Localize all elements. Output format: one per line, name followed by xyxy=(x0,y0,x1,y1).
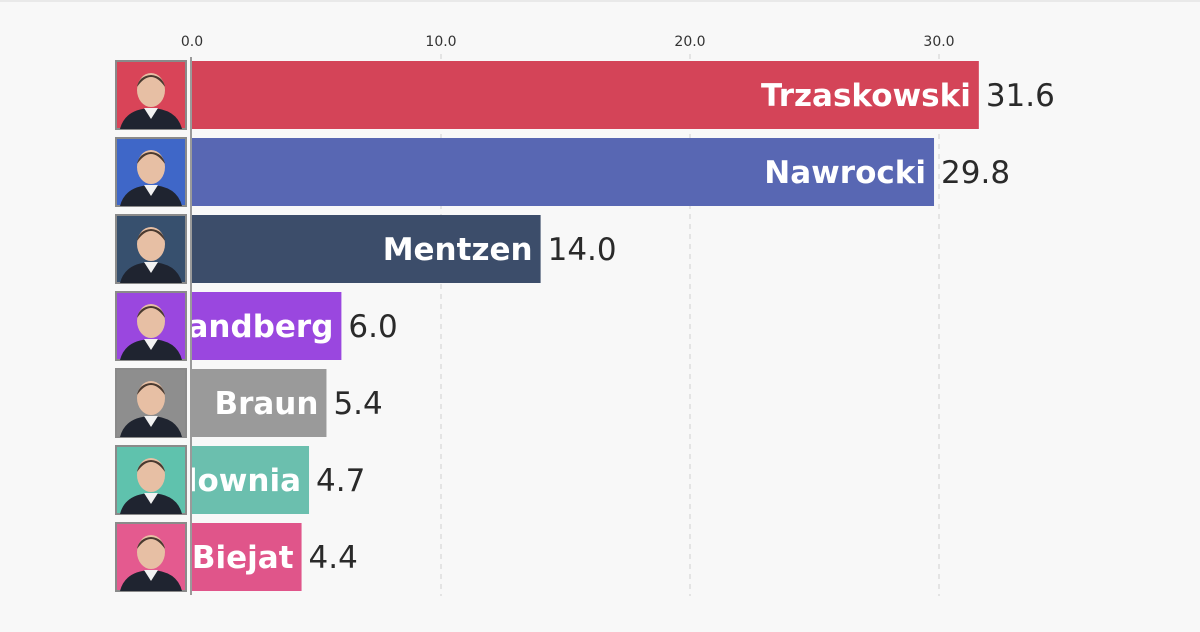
x-tick-label: 0.0 xyxy=(181,34,203,50)
bar xyxy=(192,215,541,283)
person-head-icon xyxy=(137,381,165,415)
candidate-avatar xyxy=(112,366,191,440)
candidate-avatar xyxy=(112,135,191,209)
bar-name-label: Biejat xyxy=(192,540,294,576)
gridlines xyxy=(440,54,940,596)
bar xyxy=(192,292,342,360)
person-hair-icon xyxy=(137,306,165,318)
person-hair-icon xyxy=(137,460,165,472)
person-head-icon xyxy=(137,304,165,338)
bars: Trzaskowski 31.6 Nawrocki 29.8 Mentzen 14.0 an… xyxy=(187,61,1055,591)
x-tick-label: 10.0 xyxy=(425,34,456,50)
x-tick-label: 20.0 xyxy=(674,34,705,50)
candidate-avatar xyxy=(112,212,191,286)
candidate-avatar xyxy=(112,520,191,594)
person-collar-icon xyxy=(144,570,158,581)
bar-value-label: 14.0 xyxy=(548,232,617,268)
bar-value-label: 4.4 xyxy=(309,540,358,576)
candidate-avatar xyxy=(112,58,191,132)
person-head-icon xyxy=(137,227,165,261)
bar-value-label: 5.4 xyxy=(333,386,382,422)
person-head-icon xyxy=(137,458,165,492)
bar xyxy=(192,138,935,206)
bar-value-label: 4.7 xyxy=(316,463,365,499)
bar-name-label: andberg xyxy=(188,309,334,345)
bar xyxy=(192,523,302,591)
person-hair-icon xyxy=(137,152,165,164)
person-head-icon xyxy=(137,535,165,569)
bar-value-label: 6.0 xyxy=(348,309,397,345)
avatars xyxy=(112,58,191,594)
person-head-icon xyxy=(137,73,165,107)
person-hair-icon xyxy=(137,537,165,549)
bar-name-label: Mentzen xyxy=(383,232,533,268)
x-tick-label: 30.0 xyxy=(923,34,954,50)
bar-name-label: Nawrocki xyxy=(764,155,926,191)
bar-name-label: lownia xyxy=(187,463,301,499)
bar-name-label: Trzaskowski xyxy=(761,78,971,114)
person-hair-icon xyxy=(137,75,165,87)
person-collar-icon xyxy=(144,108,158,119)
candidate-avatar xyxy=(112,289,191,363)
person-collar-icon xyxy=(144,416,158,427)
person-collar-icon xyxy=(144,339,158,350)
person-hair-icon xyxy=(137,229,165,241)
bar-value-label: 31.6 xyxy=(986,78,1055,114)
bar-value-label: 29.8 xyxy=(941,155,1010,191)
person-collar-icon xyxy=(144,493,158,504)
bar xyxy=(192,61,979,129)
person-head-icon xyxy=(137,150,165,184)
bar xyxy=(192,446,310,514)
person-collar-icon xyxy=(144,185,158,196)
x-axis-ticks: 0.0 10.0 20.0 30.0 xyxy=(181,34,955,50)
candidate-avatar xyxy=(112,443,191,517)
person-hair-icon xyxy=(137,383,165,395)
bar-name-label: Braun xyxy=(214,386,318,422)
person-collar-icon xyxy=(144,262,158,273)
bar xyxy=(192,369,327,437)
